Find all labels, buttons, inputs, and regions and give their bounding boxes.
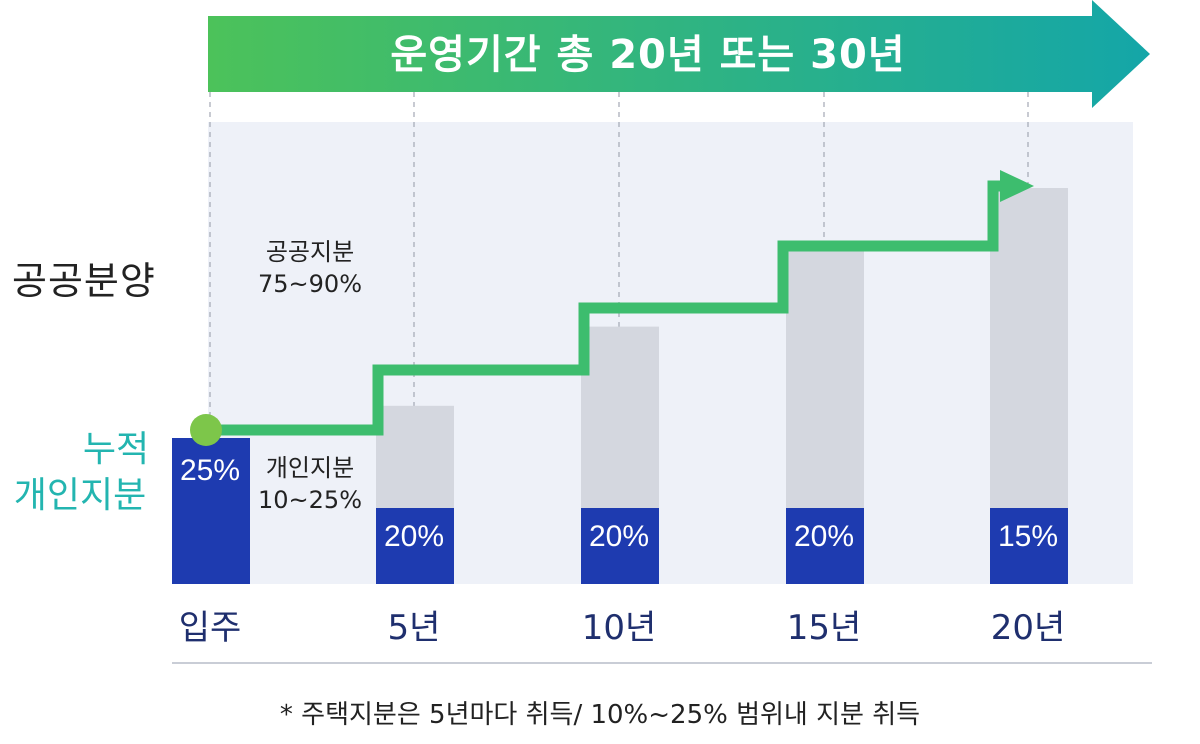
bar-personal-2: [581, 508, 659, 584]
public-share-range: 75~90%: [258, 270, 362, 298]
cumulative-label-line1: 누적: [82, 429, 150, 470]
bar-personal-0: [172, 438, 250, 584]
public-sale-label: 공공분양: [12, 259, 156, 303]
bar-public-1: [376, 405, 454, 508]
personal-share-range: 10~25%: [258, 486, 362, 514]
x-tick-label: 5년: [387, 608, 441, 648]
x-tick-label: 15년: [786, 608, 862, 648]
step-line-arrowhead: [1000, 170, 1034, 202]
bar-public-3: [786, 247, 864, 508]
bar-layer: [172, 188, 1068, 584]
x-tick-label: 20년: [990, 608, 1066, 648]
bar-public-4: [990, 188, 1068, 508]
step-line: [206, 180, 1003, 436]
bar-value-label: 25%: [179, 454, 241, 487]
bar-personal-4: [990, 508, 1068, 584]
personal-share-annotation: 개인지분 10~25%: [244, 452, 376, 516]
x-tick-label: 입주: [178, 608, 242, 648]
bar-personal-3: [786, 508, 864, 584]
footnote: * 주택지분은 5년마다 취득/ 10%~25% 범위내 지분 취득: [279, 700, 921, 730]
bar-value-label: 20%: [793, 520, 855, 553]
banner-title: 운영기간 총 20년 또는 30년: [390, 32, 906, 78]
chart-background-panel: [208, 122, 1133, 584]
public-share-title: 공공지분: [265, 238, 355, 266]
banner-arrow: [208, 0, 1150, 108]
personal-share-title: 개인지분: [265, 454, 355, 482]
public-share-annotation: 공공지분 75~90%: [240, 236, 380, 300]
bar-value-label: 20%: [383, 520, 445, 553]
start-dot: [190, 414, 222, 446]
bar-public-2: [581, 326, 659, 508]
x-tick-label: 10년: [581, 608, 657, 648]
bar-personal-1: [376, 508, 454, 584]
cumulative-label-line2: 개인지분: [13, 475, 147, 516]
bar-value-label: 20%: [588, 520, 650, 553]
x-axis-line: [172, 662, 1152, 664]
bar-value-label: 15%: [997, 520, 1059, 553]
step-line-layer: [190, 170, 1034, 446]
